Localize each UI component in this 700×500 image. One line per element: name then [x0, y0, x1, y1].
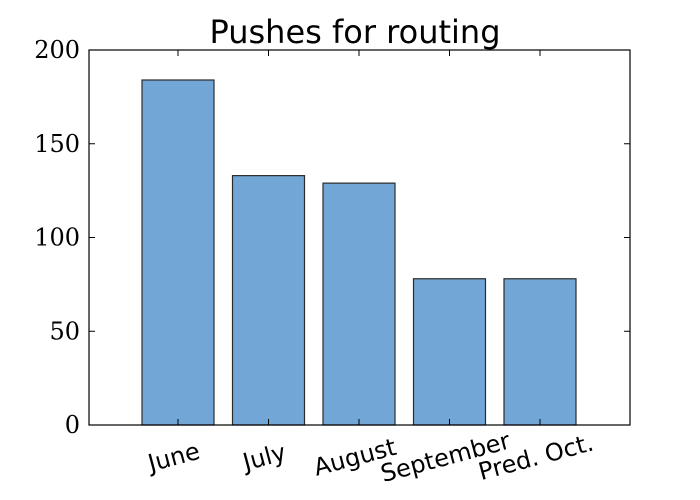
- y-tick-label: 200: [34, 36, 80, 64]
- y-tick-label: 100: [34, 224, 80, 252]
- bar-august: [322, 182, 396, 426]
- bars-layer: [141, 79, 577, 426]
- bar-pred-oct: [503, 278, 577, 426]
- x-tick-label: June: [143, 437, 203, 478]
- bar-july: [231, 175, 306, 426]
- y-tick-labels: 0 50 100 150 200: [34, 36, 80, 439]
- x-tick-label: July: [238, 438, 289, 477]
- chart-title: Pushes for routing: [209, 13, 500, 51]
- y-tick-label: 0: [65, 411, 80, 439]
- y-tick-label: 50: [49, 317, 80, 345]
- bar-june: [141, 79, 215, 426]
- bar-september: [412, 278, 487, 426]
- y-tick-label: 150: [34, 130, 80, 158]
- plot-frame: [88, 49, 631, 426]
